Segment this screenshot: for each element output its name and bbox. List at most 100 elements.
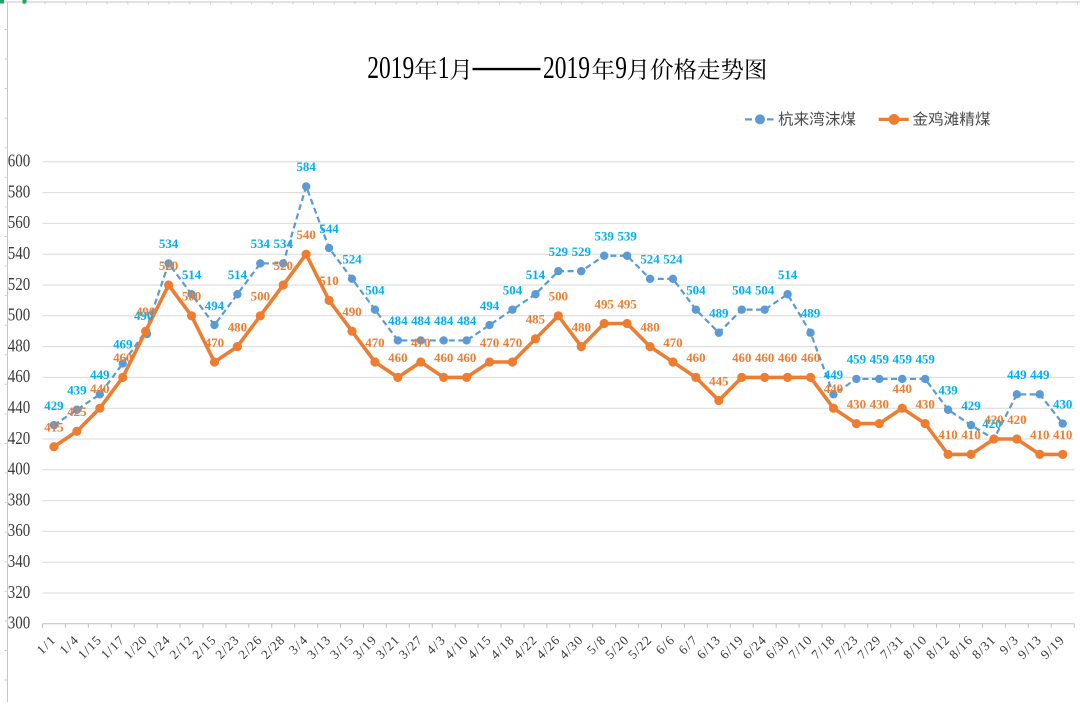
svg-text:469: 469 [113,337,132,351]
svg-text:460: 460 [686,351,705,365]
svg-text:480: 480 [640,320,659,334]
svg-text:410: 410 [961,428,980,442]
svg-text:410: 410 [1053,428,1072,442]
svg-text:460: 460 [434,351,453,365]
svg-text:514: 514 [778,268,798,282]
svg-text:520: 520 [8,274,31,294]
svg-text:520: 520 [159,259,178,273]
svg-text:460: 460 [801,351,820,365]
svg-text:489: 489 [801,307,820,321]
svg-text:504: 504 [686,283,706,297]
svg-text:470: 470 [365,336,384,350]
svg-text:500: 500 [8,305,31,325]
svg-text:400: 400 [8,459,31,479]
svg-text:485: 485 [526,313,545,327]
svg-text:1: 1 [438,50,450,85]
svg-text:504: 504 [755,283,775,297]
svg-text:495: 495 [595,297,614,311]
svg-text:540: 540 [8,243,31,263]
svg-text:490: 490 [136,305,155,319]
svg-text:534: 534 [159,237,179,251]
svg-text:440: 440 [893,382,912,396]
svg-text:430: 430 [870,397,889,411]
svg-text:580: 580 [8,181,31,201]
svg-text:380: 380 [8,489,31,509]
svg-text:490: 490 [134,309,153,323]
svg-text:484: 484 [434,314,454,328]
svg-text:360: 360 [8,520,31,540]
svg-text:410: 410 [938,428,957,442]
svg-text:600: 600 [8,151,31,171]
svg-text:484: 484 [388,314,408,328]
svg-text:449: 449 [824,368,843,382]
svg-text:410: 410 [1030,428,1049,442]
svg-text:460: 460 [388,351,407,365]
svg-text:520: 520 [274,259,293,273]
svg-text:504: 504 [732,283,752,297]
svg-text:460: 460 [755,351,774,365]
svg-text:440: 440 [8,397,31,417]
svg-text:430: 430 [847,397,866,411]
svg-text:429: 429 [961,399,980,413]
svg-text:529: 529 [572,245,591,259]
svg-text:420: 420 [1007,413,1026,427]
svg-text:514: 514 [526,268,546,282]
svg-text:440: 440 [824,382,843,396]
svg-text:500: 500 [182,290,201,304]
svg-text:460: 460 [8,366,31,386]
svg-text:540: 540 [296,228,315,242]
svg-text:539: 539 [595,230,614,244]
svg-text:2019: 2019 [367,50,414,85]
svg-text:470: 470 [663,336,682,350]
svg-text:470: 470 [480,336,499,350]
svg-text:539: 539 [617,230,636,244]
svg-text:480: 480 [8,335,31,355]
svg-text:480: 480 [228,320,247,334]
svg-text:484: 484 [411,314,431,328]
svg-text:420: 420 [984,413,1003,427]
svg-text:2019: 2019 [543,50,590,85]
svg-text:445: 445 [709,374,728,388]
svg-text:430: 430 [915,397,934,411]
svg-text:490: 490 [342,305,361,319]
svg-text:449: 449 [90,368,109,382]
svg-text:460: 460 [778,351,797,365]
svg-text:544: 544 [319,222,339,236]
svg-text:524: 524 [663,253,683,267]
svg-text:500: 500 [251,290,270,304]
svg-text:440: 440 [90,382,109,396]
svg-text:494: 494 [480,299,500,313]
svg-text:470: 470 [205,336,224,350]
svg-text:320: 320 [8,582,31,602]
svg-text:459: 459 [893,353,912,367]
svg-text:430: 430 [1053,397,1072,411]
svg-text:524: 524 [640,253,660,267]
svg-text:495: 495 [617,297,636,311]
svg-text:534: 534 [274,237,294,251]
svg-text:415: 415 [44,421,63,435]
svg-text:425: 425 [67,405,86,419]
svg-text:459: 459 [847,353,866,367]
svg-text:460: 460 [113,351,132,365]
svg-text:439: 439 [938,384,957,398]
svg-text:484: 484 [457,314,477,328]
svg-text:470: 470 [411,336,430,350]
svg-text:470: 470 [503,336,522,350]
svg-text:420: 420 [8,428,31,448]
svg-text:529: 529 [549,245,568,259]
svg-text:449: 449 [1007,368,1026,382]
svg-text:500: 500 [549,290,568,304]
svg-text:534: 534 [251,237,271,251]
svg-text:514: 514 [182,268,202,282]
svg-text:489: 489 [709,307,728,321]
svg-text:429: 429 [44,399,63,413]
svg-text:510: 510 [319,274,338,288]
svg-text:504: 504 [365,283,385,297]
svg-text:514: 514 [228,268,248,282]
svg-text:524: 524 [342,253,362,267]
svg-text:9: 9 [615,50,627,85]
svg-text:584: 584 [296,160,316,174]
svg-text:560: 560 [8,212,31,232]
svg-text:459: 459 [870,353,889,367]
svg-text:504: 504 [503,283,523,297]
